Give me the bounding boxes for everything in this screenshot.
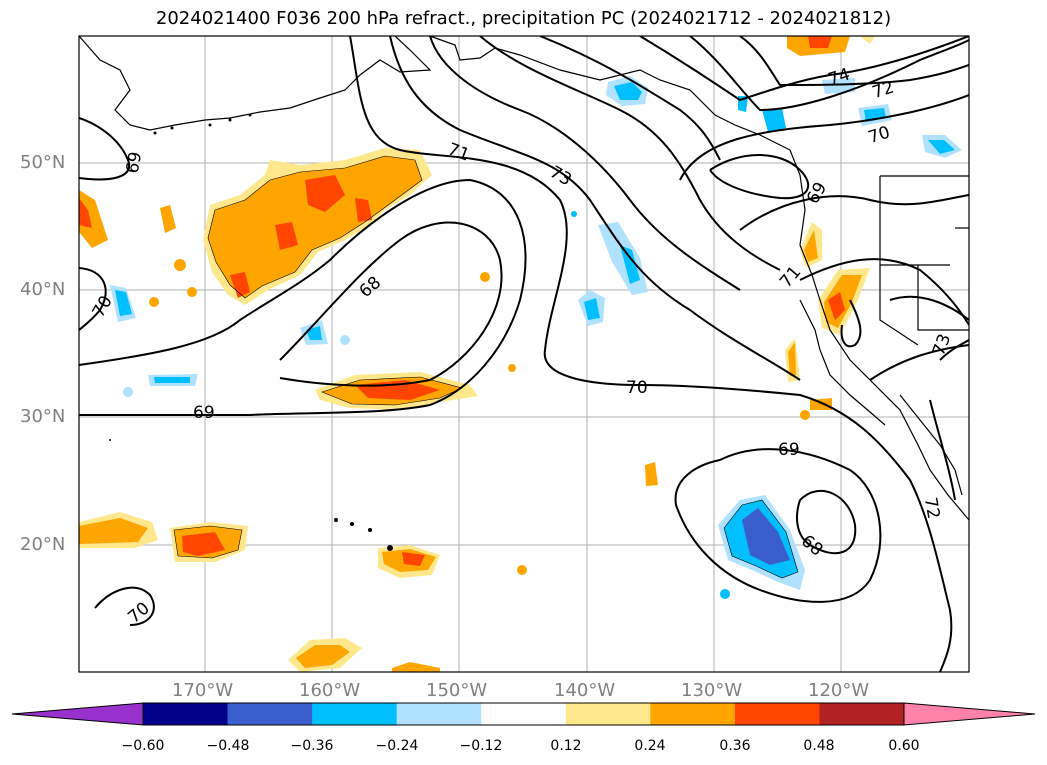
islands [109,113,393,551]
colorbar-tick: −0.48 [206,738,250,754]
plot-area [79,36,969,672]
colorbar-tick: 0.36 [719,738,751,754]
colorbar-tick: 0.24 [634,738,666,754]
colorbar-box [396,703,482,725]
precip-area [392,662,440,672]
precip-area [828,292,845,320]
colorbar-box [819,703,905,725]
colorbar-tick: 0.12 [550,738,582,754]
colorbar-box [312,703,398,725]
colorbar-extend-high [903,702,1036,726]
precip-area [788,342,796,376]
precip-area [762,108,786,132]
precip-area [340,335,350,345]
refractivity-contours [79,36,969,672]
precip-area [402,552,425,566]
colorbar-box [650,703,736,725]
precip-area [230,272,250,298]
precip-area [928,140,955,154]
colorbar-box [565,703,651,725]
colorbar-tick: −0.60 [121,738,165,754]
contour-label: 70 [626,378,648,398]
precip-area [860,36,875,44]
lat-label: 50°N [20,152,66,173]
precip-area [571,211,577,217]
precip-area [355,198,372,222]
precip-positive-shading [79,36,875,672]
precip-area [208,156,422,298]
colorbar-tick: −0.12 [459,738,503,754]
precip-area [800,410,810,420]
colorbar-tick: 0.60 [888,738,920,754]
precip-area [79,190,108,248]
precip-area [182,532,225,556]
precip-area [115,290,132,316]
precip-area [808,36,832,48]
plot-frame [78,35,970,673]
lat-label: 20°N [20,534,66,555]
precip-area [742,508,790,565]
precip-area [275,222,298,250]
contour-label: 69 [778,440,800,460]
colorbar-box [227,703,313,725]
precip-area [174,259,186,271]
colorbar-frame [142,702,905,726]
colorbar-box [481,703,567,725]
lon-label: 130°W [681,680,743,701]
precip-area [822,78,855,94]
precip-area [645,462,658,486]
precip-area [79,518,148,544]
colorbar-box [143,703,229,725]
precip-negative-shading [110,76,962,599]
precip-area [720,589,730,599]
lon-label: 140°W [554,680,616,701]
precip-outlines [173,155,799,579]
precip-area [154,377,190,383]
precip-area [296,645,350,668]
lon-label: 150°W [426,680,488,701]
lon-label: 120°W [808,680,870,701]
precip-area [804,230,818,262]
colorbar-extend-low [11,702,144,726]
precip-area [187,287,197,297]
precip-area [123,387,133,397]
colorbar-tick: −0.24 [375,738,419,754]
precip-area [480,272,490,282]
colorbar-tick: −0.36 [290,738,334,754]
lat-label: 30°N [20,406,66,427]
map-title: 2024021400 F036 200 hPa refract., precip… [155,8,892,29]
precip-area [620,245,640,284]
contour-label: 72 [920,496,943,521]
precip-area [305,175,345,212]
precip-area [508,364,516,372]
precip-area [160,205,176,233]
precip-area [149,297,159,307]
lat-label: 40°N [20,279,66,300]
precip-area [79,198,92,228]
lon-label: 160°W [299,680,361,701]
precip-area [614,82,642,100]
colorbar-tick: 0.48 [803,738,835,754]
lon-label: 170°W [172,680,234,701]
contour-label: 69 [123,150,146,175]
precip-area [517,565,527,575]
precip-area [584,298,600,320]
contour-label: 69 [193,403,215,423]
graticule [79,36,969,672]
colorbar [11,702,1036,726]
colorbar-box [734,703,820,725]
coastlines [79,36,969,521]
